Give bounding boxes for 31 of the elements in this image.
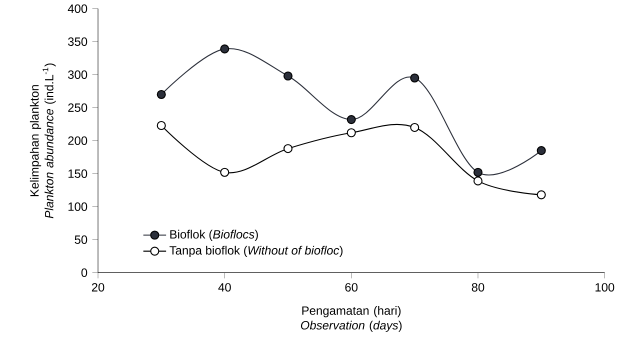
point [410,123,420,132]
y-tick-label: 100 [68,202,88,212]
point [536,190,546,200]
y-tick-label: 0 [81,268,88,278]
point [346,128,356,138]
point [156,121,166,130]
point [156,90,166,100]
x-tick-label: 80 [472,283,484,292]
y-tick-label: 250 [68,104,88,112]
point [346,115,356,124]
point [220,44,230,54]
x-tick-label: 60 [345,283,358,292]
point [283,72,293,81]
y-tick-label: 350 [68,38,88,46]
x-tick-label: 20 [92,283,104,292]
point [536,146,546,156]
point [473,176,483,186]
y-tick-label: 150 [68,170,88,178]
point [220,168,230,178]
y-tick-label: 200 [68,136,88,146]
legend-label: Tanpa bioflok (Without of biofloc) [170,246,343,258]
x-tick-label: 40 [218,283,231,292]
x-axis-title: Pengamatan (hari) Observation (days) [300,306,402,332]
point [473,168,483,178]
y-tick-label: 300 [68,70,88,80]
point [283,144,293,154]
x-tick-label: 100 [596,283,614,292]
legend-label: Bioflok (Bioflocs) [170,230,258,242]
y-tick-label: 400 [68,4,88,14]
point [410,74,420,83]
y-tick-label: 50 [74,236,88,244]
